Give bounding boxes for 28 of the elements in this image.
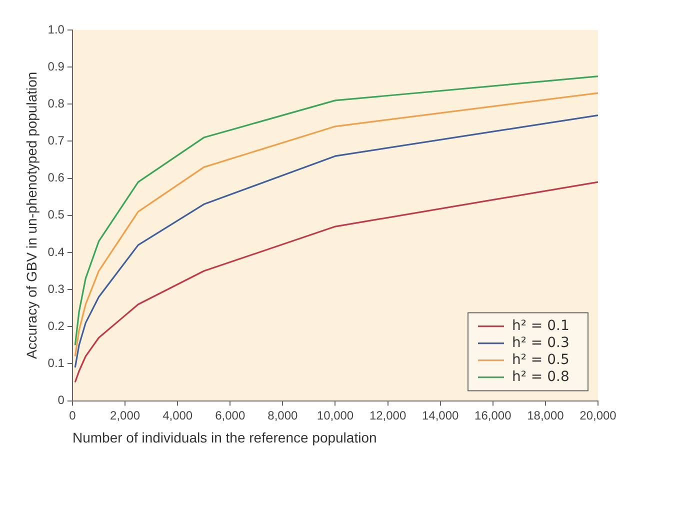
x-tick-label: 4,000 <box>162 408 193 422</box>
x-tick-label: 14,000 <box>422 408 460 422</box>
y-tick-label: 0.5 <box>48 208 65 222</box>
x-tick-label: 2,000 <box>110 408 140 422</box>
y-tick-label: 0.1 <box>48 356 65 370</box>
y-tick-label: 0.8 <box>48 96 65 110</box>
legend-label: h² = 0.3 <box>512 334 570 351</box>
x-tick-label: 16,000 <box>474 408 512 422</box>
y-tick-label: 0.4 <box>48 244 65 259</box>
x-tick-label: 10,000 <box>316 408 354 422</box>
y-tick-label: 1.0 <box>48 22 65 36</box>
x-tick-label: 8,000 <box>268 408 298 422</box>
legend-label: h² = 0.5 <box>512 352 570 368</box>
x-tick-label: 20,000 <box>580 408 617 422</box>
y-tick-label: 0.7 <box>48 134 65 148</box>
y-tick-label: 0.3 <box>48 282 65 296</box>
x-tick-label: 0 <box>69 408 76 422</box>
y-tick-label: 0.2 <box>48 318 65 333</box>
x-axis-title: Number of individuals in the reference population <box>72 429 377 446</box>
y-tick-label: 0.6 <box>48 170 65 185</box>
x-tick-label: 12,000 <box>369 408 406 422</box>
y-tick-label: 0 <box>58 393 65 408</box>
x-tick-label: 6,000 <box>215 408 246 422</box>
y-axis-title: Accuracy of GBV in un-phenotyped population <box>23 72 40 359</box>
x-tick-label: 18,000 <box>527 408 564 422</box>
legend-label: h² = 0.8 <box>512 368 570 385</box>
y-tick-label: 0.9 <box>48 59 65 74</box>
legend-label: h² = 0.1 <box>512 318 570 334</box>
